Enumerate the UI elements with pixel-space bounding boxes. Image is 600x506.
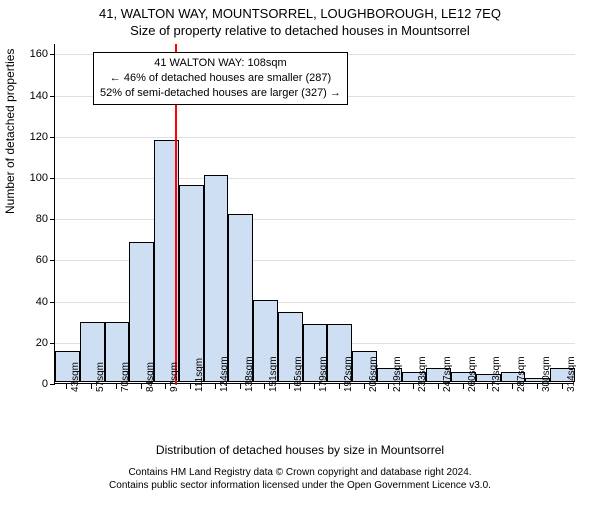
- histogram-bar: [179, 185, 204, 382]
- chart-area: Number of detached properties 41 WALTON …: [54, 44, 574, 384]
- xtick-label: 273sqm: [491, 356, 502, 392]
- ytick-label: 20: [20, 337, 48, 349]
- xtick-mark: [240, 384, 241, 389]
- xtick-label: 179sqm: [318, 356, 329, 392]
- xtick-label: 165sqm: [293, 356, 304, 392]
- xtick-mark: [388, 384, 389, 389]
- ytick-label: 160: [20, 48, 48, 60]
- histogram-bar: [204, 175, 229, 383]
- title-line-1: 41, WALTON WAY, MOUNTSORREL, LOUGHBOROUG…: [0, 6, 600, 21]
- xtick-label: 43sqm: [70, 362, 81, 392]
- xtick-mark: [413, 384, 414, 389]
- xtick-mark: [289, 384, 290, 389]
- xtick-label: 192sqm: [343, 356, 354, 392]
- footer-attribution: Contains HM Land Registry data © Crown c…: [0, 466, 600, 492]
- xtick-mark: [141, 384, 142, 389]
- xtick-label: 314sqm: [566, 356, 577, 392]
- xtick-mark: [165, 384, 166, 389]
- xtick-mark: [339, 384, 340, 389]
- xtick-label: 260sqm: [467, 356, 478, 392]
- ytick-mark: [50, 178, 55, 179]
- ytick-label: 140: [20, 90, 48, 102]
- xtick-label: 70sqm: [120, 362, 131, 392]
- footer-line-2: Contains public sector information licen…: [0, 479, 600, 492]
- xtick-mark: [66, 384, 67, 389]
- xtick-label: 300sqm: [541, 356, 552, 392]
- xtick-mark: [364, 384, 365, 389]
- ytick-label: 100: [20, 172, 48, 184]
- xtick-mark: [91, 384, 92, 389]
- annotation-line-2: ← 46% of detached houses are smaller (28…: [100, 71, 341, 86]
- xtick-mark: [116, 384, 117, 389]
- ytick-mark: [50, 260, 55, 261]
- ytick-label: 0: [20, 378, 48, 390]
- xtick-mark: [190, 384, 191, 389]
- xtick-label: 287sqm: [516, 356, 527, 392]
- ytick-label: 40: [20, 296, 48, 308]
- footer-line-1: Contains HM Land Registry data © Crown c…: [0, 466, 600, 479]
- ytick-mark: [50, 54, 55, 55]
- annotation-line-3: 52% of semi-detached houses are larger (…: [100, 86, 341, 101]
- ytick-mark: [50, 137, 55, 138]
- ytick-mark: [50, 384, 55, 385]
- xtick-label: 111sqm: [194, 358, 205, 392]
- xtick-label: 84sqm: [145, 362, 156, 392]
- ytick-mark: [50, 219, 55, 220]
- y-axis-title: Number of detached properties: [3, 49, 17, 214]
- xtick-label: 233sqm: [417, 356, 428, 392]
- ytick-mark: [50, 96, 55, 97]
- xtick-label: 219sqm: [392, 356, 403, 392]
- ytick-label: 80: [20, 213, 48, 225]
- xtick-mark: [314, 384, 315, 389]
- xtick-label: 124sqm: [219, 356, 230, 392]
- x-axis-title: Distribution of detached houses by size …: [0, 443, 600, 457]
- xtick-label: 57sqm: [95, 362, 106, 392]
- xtick-label: 151sqm: [268, 356, 279, 392]
- xtick-mark: [562, 384, 563, 389]
- xtick-mark: [463, 384, 464, 389]
- xtick-label: 97sqm: [169, 362, 180, 392]
- xtick-mark: [512, 384, 513, 389]
- xtick-label: 138sqm: [244, 356, 255, 392]
- plot-area: 41 WALTON WAY: 108sqm ← 46% of detached …: [54, 44, 574, 384]
- annotation-line-1: 41 WALTON WAY: 108sqm: [100, 56, 341, 71]
- title-block: 41, WALTON WAY, MOUNTSORREL, LOUGHBOROUG…: [0, 6, 600, 38]
- ytick-mark: [50, 343, 55, 344]
- xtick-mark: [487, 384, 488, 389]
- xtick-mark: [264, 384, 265, 389]
- xtick-label: 206sqm: [368, 356, 379, 392]
- xtick-label: 247sqm: [442, 356, 453, 392]
- annotation-box: 41 WALTON WAY: 108sqm ← 46% of detached …: [93, 52, 348, 105]
- ytick-label: 120: [20, 131, 48, 143]
- xtick-mark: [215, 384, 216, 389]
- ytick-label: 60: [20, 254, 48, 266]
- xtick-mark: [438, 384, 439, 389]
- ytick-mark: [50, 302, 55, 303]
- xtick-mark: [537, 384, 538, 389]
- title-line-2: Size of property relative to detached ho…: [0, 23, 600, 38]
